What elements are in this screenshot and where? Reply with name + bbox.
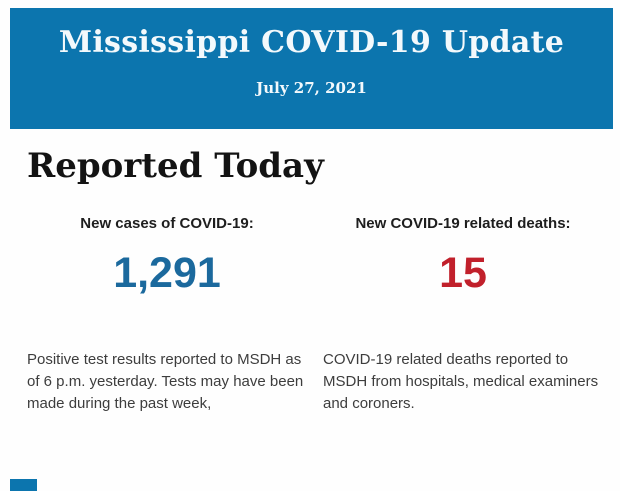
stats-row: New cases of COVID-19: 1,291 Positive te… — [27, 215, 612, 415]
page-title: Reported Today — [27, 146, 324, 186]
stat-description-deaths: COVID-19 related deaths reported to MSDH… — [323, 351, 599, 412]
stat-description-new-cases: Positive test results reported to MSDH a… — [27, 351, 304, 412]
banner-title: Mississippi COVID-19 Update — [58, 25, 565, 60]
stat-value-deaths: 15 — [439, 249, 487, 297]
stat-label-deaths: New COVID-19 related deaths: — [355, 215, 571, 232]
next-section-strip — [10, 479, 37, 491]
stat-value-new-cases: 1,291 — [113, 249, 221, 297]
stat-label-new-cases: New cases of COVID-19: — [80, 215, 254, 232]
stat-column-new-cases: New cases of COVID-19: 1,291 Positive te… — [27, 215, 307, 415]
header-banner: Mississippi COVID-19 Update July 27, 202… — [10, 8, 613, 129]
stat-column-deaths: New COVID-19 related deaths: 15 COVID-19… — [323, 215, 603, 415]
banner-date: July 27, 2021 — [256, 79, 367, 97]
main-content: Reported Today New cases of COVID-19: 1,… — [0, 146, 620, 415]
